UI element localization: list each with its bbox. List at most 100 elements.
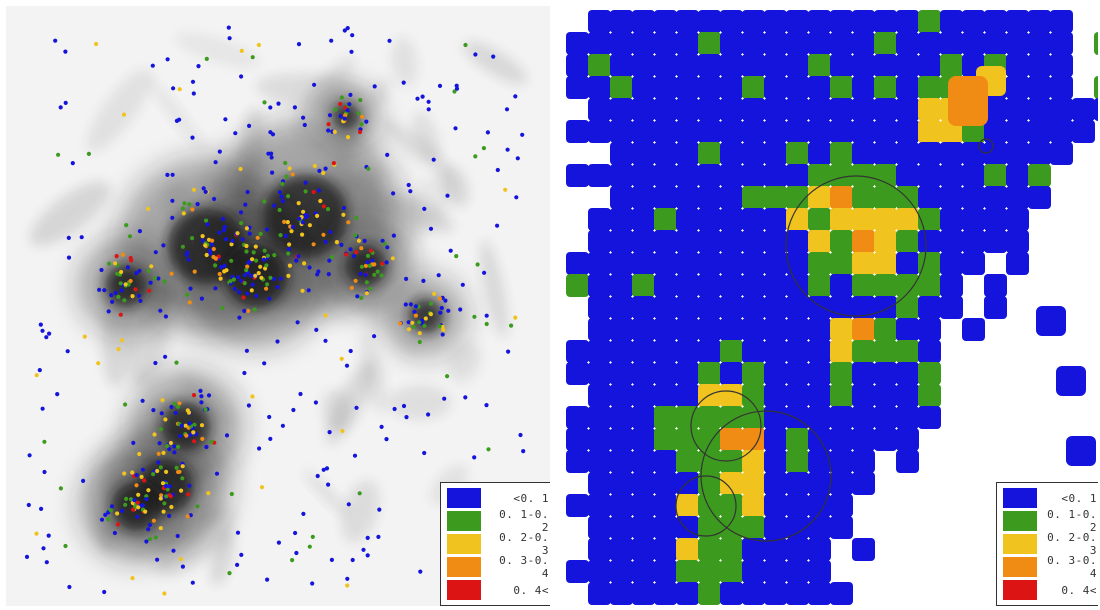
star-point <box>174 360 179 365</box>
map-cell <box>632 406 655 429</box>
star-point <box>382 241 387 246</box>
star-point <box>192 439 197 444</box>
star-point <box>286 194 291 199</box>
star-point <box>360 114 365 119</box>
star-point <box>184 433 189 438</box>
star-point <box>134 271 139 276</box>
star-point <box>347 102 352 107</box>
nebula-filament <box>155 507 236 577</box>
star-point <box>301 209 306 214</box>
star-point <box>221 216 226 222</box>
star-point <box>307 544 312 549</box>
star-point <box>265 282 270 287</box>
region-circle <box>690 390 762 462</box>
star-point <box>300 288 305 293</box>
star-point <box>311 189 316 195</box>
star-point <box>278 276 283 281</box>
map-cell <box>676 362 699 385</box>
star-point <box>204 218 209 223</box>
star-point <box>422 206 427 211</box>
star-point <box>176 444 181 449</box>
star-point <box>158 526 163 531</box>
star-point <box>276 101 281 106</box>
star-point <box>108 508 113 513</box>
star-point <box>258 264 263 269</box>
map-cell <box>1050 54 1073 77</box>
star-point <box>350 33 355 38</box>
star-point <box>168 440 173 446</box>
map-cell <box>852 98 875 121</box>
map-cell <box>1028 186 1051 209</box>
star-point <box>417 320 422 325</box>
map-cell <box>940 54 963 77</box>
star-point <box>365 253 371 258</box>
map-cell <box>720 120 743 143</box>
star-point <box>114 254 119 259</box>
star-point <box>200 436 205 441</box>
star-point <box>79 235 84 240</box>
star-point <box>161 450 166 455</box>
map-cell <box>720 230 743 253</box>
map-cell <box>1006 54 1029 77</box>
star-point <box>203 189 208 194</box>
star-point <box>275 285 280 290</box>
star-point <box>365 553 370 558</box>
map-cell <box>764 516 787 539</box>
star-point <box>401 403 407 409</box>
map-cell <box>786 318 809 341</box>
nebula-filament <box>235 107 264 212</box>
star-point <box>329 255 335 260</box>
map-cell <box>1094 76 1098 99</box>
star-point <box>379 424 384 429</box>
star-point <box>53 38 58 43</box>
star-point <box>151 408 156 413</box>
star-point <box>240 237 245 242</box>
map-cell <box>720 560 743 583</box>
star-point <box>175 404 181 409</box>
map-cell <box>720 54 743 77</box>
map-cell <box>830 318 853 341</box>
map-cell <box>588 252 611 275</box>
map-cell <box>742 362 765 385</box>
map-cell <box>896 274 919 297</box>
map-cell <box>830 450 853 473</box>
map-cell <box>632 76 655 99</box>
map-cell <box>786 428 809 451</box>
star-point <box>186 257 191 262</box>
star-point <box>321 467 326 472</box>
star-point <box>300 232 305 237</box>
legend-swatch <box>1003 580 1037 600</box>
star-point <box>171 548 176 553</box>
star-point <box>200 234 205 239</box>
map-cell <box>632 362 655 385</box>
star-point <box>191 187 197 192</box>
map-cell <box>720 164 743 187</box>
star-point <box>349 49 354 54</box>
star-point <box>353 278 358 283</box>
legend-swatch <box>447 557 481 577</box>
map-cell <box>632 582 655 605</box>
star-point <box>296 201 301 206</box>
star-point <box>301 115 306 120</box>
map-cell <box>676 494 699 517</box>
map-cell <box>632 516 655 539</box>
star-point <box>231 277 236 282</box>
map-cell <box>742 230 765 253</box>
map-cell <box>830 428 853 451</box>
star-point <box>403 302 408 307</box>
map-cell <box>874 142 897 165</box>
map-cell <box>962 164 985 187</box>
map-cell <box>566 54 589 77</box>
map-cell <box>764 230 787 253</box>
map-cell <box>896 98 919 121</box>
star-point <box>247 123 252 128</box>
star-point <box>213 263 218 268</box>
map-cell <box>676 120 699 143</box>
star-point <box>264 263 269 268</box>
star-point <box>121 112 127 117</box>
star-point <box>368 248 374 253</box>
star-point <box>165 172 170 177</box>
star-point <box>251 250 256 255</box>
star-point <box>164 494 169 499</box>
star-point <box>123 402 128 407</box>
